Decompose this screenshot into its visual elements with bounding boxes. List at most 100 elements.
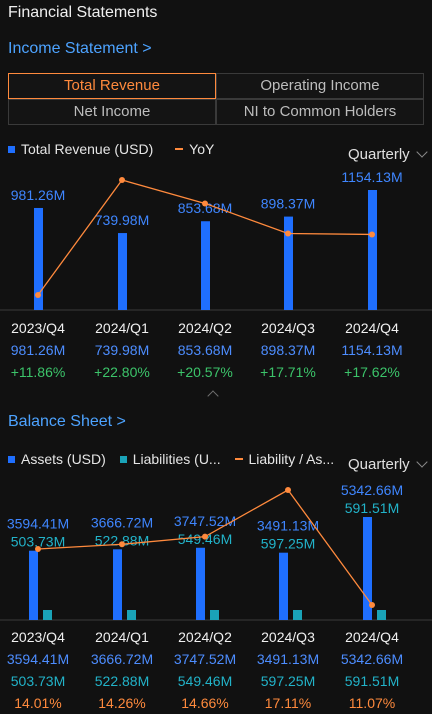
income-legend: Total Revenue (USD) YoY [8, 141, 214, 157]
ratio-point [369, 602, 375, 608]
assets-bar-label: 3666.72M [91, 514, 153, 530]
revenue-value: 853.68M [177, 342, 233, 358]
quarter-label: 2023/Q4 [11, 629, 65, 645]
liabilities-value: 549.46M [177, 673, 233, 689]
income-statement-link[interactable]: Income Statement > [8, 40, 152, 57]
yoy-value: +17.62% [344, 364, 400, 380]
quarter-label: 2023/Q4 [11, 320, 65, 336]
liabilities-value: 597.25M [260, 673, 316, 689]
income-column: 2024/Q1 739.98M +22.80% [87, 317, 157, 383]
revenue-value: 1154.13M [341, 342, 403, 358]
yoy-value: +17.71% [260, 364, 316, 380]
assets-bar [279, 552, 288, 620]
liabilities-bar [293, 610, 302, 620]
ratio-value: 11.07% [348, 695, 396, 711]
quarter-label: 2024/Q2 [178, 320, 232, 336]
balance-period-label: Quarterly [348, 456, 410, 473]
balance-column: 2024/Q4 5342.66M 591.51M 11.07% [337, 626, 407, 714]
assets-bar [196, 547, 205, 620]
income-column: 2024/Q4 1154.13M +17.62% [337, 317, 407, 383]
chevron-down-icon [416, 456, 428, 468]
balance-chart: 3594.41M503.73M3666.72M522.88M3747.52M54… [0, 482, 432, 621]
assets-bar-label: 3594.41M [7, 516, 69, 532]
liabilities-bar-label: 522.88M [95, 532, 149, 548]
liabilities-bar-label: 597.25M [261, 536, 315, 552]
assets-bar [113, 549, 122, 620]
assets-value: 3491.13M [256, 651, 320, 667]
revenue-bar [34, 207, 43, 310]
quarter-label: 2024/Q1 [95, 320, 149, 336]
assets-value: 3747.52M [173, 651, 237, 667]
balance-column: 2024/Q2 3747.52M 549.46M 14.66% [170, 626, 240, 714]
quarter-label: 2024/Q3 [261, 629, 315, 645]
quarter-label: 2024/Q1 [95, 629, 149, 645]
ratio-point [285, 487, 291, 493]
ratio-point [35, 546, 41, 553]
revenue-value: 739.98M [94, 342, 150, 358]
yoy-value: +22.80% [94, 364, 150, 380]
quarter-label: 2024/Q3 [261, 320, 315, 336]
ratio-value: 14.26% [98, 695, 146, 711]
income-period-select[interactable]: Quarterly [348, 146, 428, 163]
liabilities-value: 591.51M [344, 673, 400, 689]
assets-bar [363, 517, 372, 620]
yoy-point [119, 177, 125, 183]
balance-sheet-link[interactable]: Balance Sheet > [8, 413, 126, 430]
income-period-label: Quarterly [348, 146, 410, 163]
revenue-value: 898.37M [260, 342, 316, 358]
balance-column: 2023/Q4 3594.41M 503.73M 14.01% [3, 626, 73, 714]
yoy-value: +20.57% [177, 364, 233, 380]
assets-bar [29, 550, 38, 620]
chevron-up-icon[interactable] [207, 390, 219, 402]
yoy-point [35, 292, 41, 298]
revenue-bar-label: 853.68M [178, 200, 232, 216]
income-column: 2024/Q2 853.68M +20.57% [170, 317, 240, 383]
liabilities-bar [377, 610, 386, 620]
legend-ratio: Liability / As... [248, 451, 335, 467]
tab-operating-income[interactable]: Operating Income [216, 73, 424, 99]
balance-column: 2024/Q1 3666.72M 522.88M 14.26% [87, 626, 157, 714]
chevron-down-icon [416, 146, 428, 158]
yoy-point [202, 200, 208, 207]
ratio-value: 14.66% [181, 695, 229, 711]
ratio-value: 14.01% [14, 695, 62, 711]
assets-value: 3666.72M [90, 651, 154, 667]
revenue-bar [368, 190, 377, 310]
tab-total-revenue[interactable]: Total Revenue [8, 73, 216, 99]
income-column: 2024/Q3 898.37M +17.71% [253, 317, 323, 383]
assets-value: 5342.66M [340, 651, 404, 667]
tab-ni-to-common-holders[interactable]: NI to Common Holders [216, 99, 424, 125]
legend-liabilities: Liabilities (U... [132, 451, 221, 467]
revenue-bar-label: 898.37M [261, 196, 315, 212]
revenue-bar-label: 1154.13M [341, 169, 402, 185]
page-title: Financial Statements [8, 4, 158, 21]
yoy-point [369, 231, 375, 238]
assets-value: 3594.41M [6, 651, 70, 667]
liabilities-bar [127, 610, 136, 620]
liabilities-bar [210, 610, 219, 620]
revenue-bar [201, 221, 210, 310]
legend-assets: Assets (USD) [21, 451, 106, 467]
liabilities-bar [43, 610, 52, 620]
line-legend-swatch [175, 148, 184, 151]
revenue-bar-label: 981.26M [11, 187, 65, 203]
ratio-value: 17.11% [264, 695, 312, 711]
liabilities-bar-label: 503.73M [11, 534, 65, 550]
balance-period-select[interactable]: Quarterly [348, 456, 428, 473]
balance-column: 2024/Q3 3491.13M 597.25M 17.11% [253, 626, 323, 714]
revenue-bar [118, 233, 127, 310]
tab-net-income[interactable]: Net Income [8, 99, 216, 125]
yoy-value: +11.86% [10, 364, 66, 380]
ratio-legend-swatch [234, 458, 243, 461]
quarter-label: 2024/Q4 [345, 320, 399, 336]
quarter-label: 2024/Q4 [345, 629, 399, 645]
income-chart: 981.26M 739.98M 853.68M 898.37M 1154.13M [0, 169, 432, 311]
bar-legend-swatch [8, 145, 15, 153]
legend-total-revenue: Total Revenue (USD) [21, 141, 154, 157]
assets-bar-label: 3491.13M [257, 518, 319, 534]
revenue-bar [284, 216, 293, 310]
income-column: 2023/Q4 981.26M +11.86% [3, 317, 73, 383]
legend-yoy: YoY [189, 141, 215, 157]
liabilities-legend-swatch [119, 455, 127, 463]
quarter-label: 2024/Q2 [178, 629, 232, 645]
